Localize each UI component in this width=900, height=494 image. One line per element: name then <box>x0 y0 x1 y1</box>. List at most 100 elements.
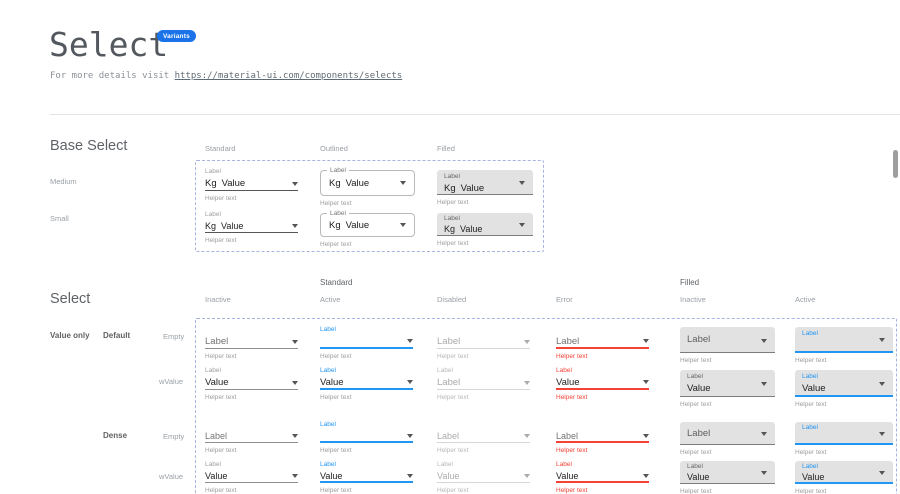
adornment: Kg <box>205 178 217 189</box>
select-value: Value <box>802 383 826 394</box>
section-divider <box>50 114 900 115</box>
select-filled-active-empty-dense[interactable]: Label Helper text <box>795 422 893 456</box>
select-standard-inactive-wvalue[interactable]: Label Value Helper text <box>205 367 298 401</box>
base-select-standard-medium[interactable]: Label Kg Value Helper text <box>205 168 298 202</box>
select-standard-active-empty-dense[interactable]: Label Helper text <box>320 421 413 454</box>
floating-label: Label <box>687 373 703 380</box>
dropdown-arrow-icon <box>407 380 413 384</box>
select-filled-active-empty[interactable]: Label Helper text <box>795 327 893 364</box>
state-header-disabled: Disabled <box>437 295 467 304</box>
select-standard-disabled-empty: Label Helper text <box>437 326 530 360</box>
select-filled-inactive-empty[interactable]: Label Helper text <box>680 327 775 364</box>
base-select-heading: Base Select <box>50 138 128 154</box>
select-filled-active-wvalue-dense[interactable]: Label Value Helper text <box>795 461 893 494</box>
state-header-error: Error <box>556 295 573 304</box>
variants-badge: Variants <box>157 30 196 42</box>
helper-text: Helper text <box>556 353 588 360</box>
select-value: Label <box>205 336 229 347</box>
select-value: Value <box>460 183 485 194</box>
floating-label <box>556 326 649 335</box>
group-header-filled: Filled <box>680 278 700 287</box>
dropdown-arrow-icon <box>524 434 530 438</box>
dropdown-arrow-icon <box>519 181 525 185</box>
select-filled-inactive-wvalue[interactable]: Label Value Helper text <box>680 370 775 408</box>
state-header-filled-inactive: Inactive <box>680 295 706 304</box>
select-standard-active-wvalue-dense[interactable]: Label Value Helper text <box>320 461 413 494</box>
helper-text: Helper text <box>437 487 469 494</box>
select-filled-active-wvalue[interactable]: Label Value Helper text <box>795 370 893 408</box>
select-standard-error-empty[interactable]: Label Helper text <box>556 326 649 360</box>
dropdown-arrow-icon <box>407 433 413 438</box>
floating-label: Label <box>802 330 818 337</box>
floating-label: Label <box>802 424 818 431</box>
dropdown-arrow-icon <box>761 382 767 386</box>
row-label-medium: Medium <box>50 177 77 186</box>
helper-text: Helper text <box>320 353 352 360</box>
floating-label: Label <box>320 326 336 333</box>
vertical-scrollbar-thumb[interactable] <box>893 150 898 178</box>
helper-text: Helper text <box>205 195 237 202</box>
helper-text: Helper text <box>680 488 712 494</box>
helper-text: Helper text <box>556 394 588 401</box>
select-value: Label <box>437 336 461 347</box>
select-frame <box>195 318 897 494</box>
floating-label <box>205 421 298 430</box>
select-value: Label <box>556 335 580 347</box>
row-label-wvalue-dense: wValue <box>159 472 184 481</box>
dropdown-arrow-icon <box>879 431 885 436</box>
subtitle: For more details visit https://material-… <box>50 71 402 81</box>
helper-text: Helper text <box>556 487 588 494</box>
helper-text: Helper text <box>795 357 827 364</box>
helper-text: Helper text <box>205 447 237 454</box>
select-value: Value <box>556 470 579 481</box>
select-standard-inactive-empty-dense[interactable]: Label Helper text <box>205 421 298 454</box>
material-ui-link[interactable]: https://material-ui.com/components/selec… <box>174 71 403 81</box>
select-filled-inactive-wvalue-dense[interactable]: Label Value Helper text <box>680 461 775 494</box>
select-value: Label <box>437 377 461 388</box>
select-standard-inactive-empty[interactable]: Label Helper text <box>205 326 298 360</box>
helper-text: Helper text <box>680 357 712 364</box>
helper-text: Helper text <box>437 353 469 360</box>
adornment: Kg <box>444 183 456 194</box>
select-standard-error-empty-dense[interactable]: Label Helper text <box>556 421 649 454</box>
dropdown-arrow-icon <box>761 432 767 436</box>
page-title: Select <box>49 25 169 64</box>
select-standard-disabled-wvalue: Label Label Helper text <box>437 367 530 401</box>
select-filled-inactive-empty-dense[interactable]: Label Helper text <box>680 422 775 456</box>
floating-label: Label <box>327 167 349 175</box>
dropdown-arrow-icon <box>879 381 885 386</box>
floating-label: Label <box>205 367 221 374</box>
base-select-filled-small[interactable]: Label Kg Value Helper text <box>437 213 533 247</box>
select-value: Value <box>460 224 483 234</box>
adornment: Kg <box>205 221 217 231</box>
floating-label: Label <box>327 210 349 218</box>
floating-label <box>556 421 649 430</box>
dropdown-arrow-icon <box>407 339 413 343</box>
floating-label: Label <box>437 367 453 374</box>
row-label-empty-dense: Empty <box>163 432 185 441</box>
dropdown-arrow-icon <box>292 380 298 385</box>
row-label-default: Default <box>103 331 131 340</box>
helper-text: Helper text <box>320 487 352 494</box>
select-standard-active-empty[interactable]: Label Helper text <box>320 326 413 360</box>
row-group-value-only: Value only <box>50 331 90 340</box>
adornment: Kg <box>329 219 341 231</box>
base-select-standard-small[interactable]: Label Kg Value Helper text <box>205 211 298 244</box>
floating-label <box>437 326 530 335</box>
row-label-small: Small <box>50 214 69 223</box>
dropdown-arrow-icon <box>879 338 885 342</box>
select-standard-error-wvalue-dense[interactable]: Label Value Helper text <box>556 461 649 494</box>
dropdown-arrow-icon <box>643 473 649 478</box>
floating-label: Label <box>205 211 221 218</box>
select-value: Value <box>802 472 825 482</box>
dropdown-arrow-icon <box>400 181 406 185</box>
select-standard-inactive-wvalue-dense[interactable]: Label Value Helper text <box>205 461 298 494</box>
group-header-standard: Standard <box>320 278 353 287</box>
base-select-filled-medium[interactable]: Label Kg Value Helper text <box>437 170 533 206</box>
select-standard-error-wvalue[interactable]: Label Value Helper text <box>556 367 649 401</box>
base-select-outlined-small[interactable]: Label Kg Value Helper text <box>320 210 415 248</box>
select-standard-active-wvalue[interactable]: Label Value Helper text <box>320 367 413 401</box>
floating-label: Label <box>205 461 221 468</box>
base-select-outlined-medium[interactable]: Label Kg Value Helper text <box>320 167 415 207</box>
floating-label: Label <box>556 367 572 374</box>
